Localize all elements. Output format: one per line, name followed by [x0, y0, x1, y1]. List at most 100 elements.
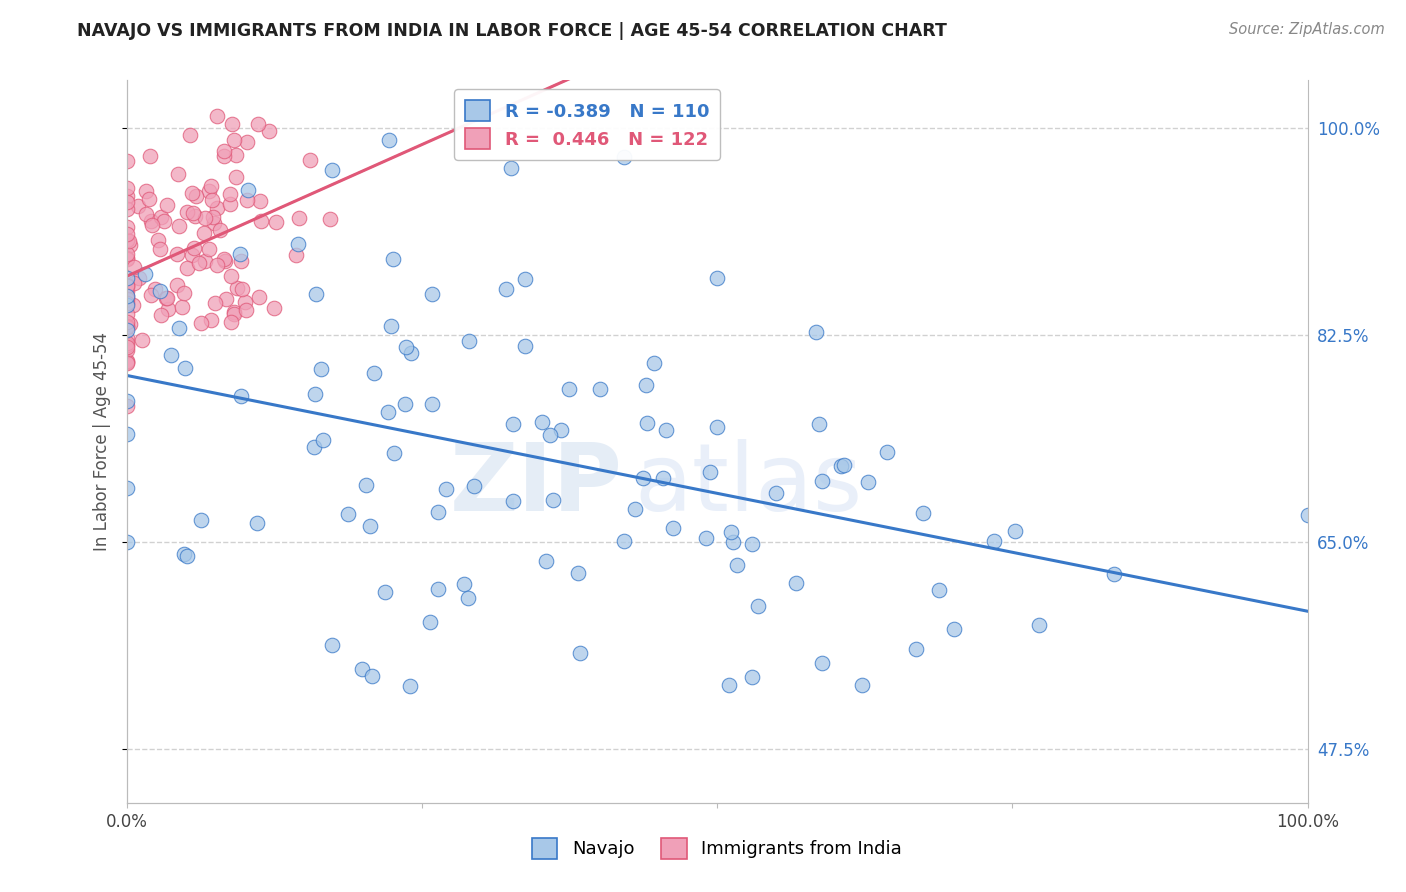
Point [727, 558, 749, 572]
Point [156, 198, 179, 212]
Point [876, 444, 898, 458]
Point [198, 242, 221, 256]
Point [558, 382, 581, 396]
Point [807, 417, 830, 431]
Point [214, 252, 236, 267]
Point [543, 493, 565, 508]
Point [115, 271, 138, 285]
Point [183, 241, 205, 255]
Point [115, 400, 138, 414]
Point [225, 170, 247, 185]
Point [229, 389, 252, 403]
Point [184, 209, 207, 223]
Point [363, 366, 385, 380]
Point [115, 202, 138, 216]
Point [1004, 524, 1026, 538]
Point [247, 290, 270, 304]
Point [127, 199, 149, 213]
Point [264, 215, 287, 229]
Point [122, 276, 145, 290]
Point [115, 278, 138, 293]
Point [115, 354, 138, 368]
Point [513, 272, 536, 286]
Point [118, 234, 141, 248]
Point [115, 281, 138, 295]
Point [453, 576, 475, 591]
Point [205, 258, 228, 272]
Point [200, 312, 222, 326]
Point [662, 521, 685, 535]
Point [457, 591, 479, 605]
Point [157, 302, 180, 317]
Point [718, 678, 741, 692]
Point [197, 184, 219, 198]
Point [350, 661, 373, 675]
Point [321, 162, 343, 177]
Point [190, 316, 212, 330]
Point [285, 248, 308, 262]
Point [321, 638, 343, 652]
Point [319, 212, 342, 227]
Point [138, 192, 160, 206]
Point [613, 533, 636, 548]
Point [420, 397, 443, 411]
Point [354, 478, 377, 492]
Point [457, 334, 479, 348]
Point [219, 197, 242, 211]
Point [115, 295, 138, 310]
Point [115, 335, 138, 350]
Point [190, 512, 212, 526]
Point [141, 218, 163, 232]
Point [905, 641, 928, 656]
Point [200, 179, 222, 194]
Point [166, 277, 188, 292]
Point [141, 288, 163, 302]
Point [150, 308, 173, 322]
Point [153, 214, 176, 228]
Point [115, 320, 138, 334]
Point [422, 286, 444, 301]
Point [115, 318, 138, 333]
Point [810, 656, 832, 670]
Point [115, 315, 138, 329]
Point [399, 679, 422, 693]
Point [495, 282, 517, 296]
Point [115, 233, 138, 247]
Point [207, 201, 229, 215]
Point [765, 485, 787, 500]
Point [943, 622, 966, 636]
Point [1296, 508, 1319, 523]
Point [380, 319, 402, 334]
Point [513, 339, 536, 353]
Point [225, 148, 247, 162]
Point [418, 615, 440, 629]
Point [115, 279, 138, 293]
Point [181, 206, 204, 220]
Point [135, 207, 157, 221]
Point [115, 284, 138, 298]
Text: ZIP: ZIP [450, 439, 623, 531]
Point [115, 356, 138, 370]
Point [624, 501, 647, 516]
Point [374, 585, 396, 599]
Point [115, 354, 138, 368]
Point [115, 252, 138, 267]
Point [235, 135, 257, 149]
Text: Source: ZipAtlas.com: Source: ZipAtlas.com [1229, 22, 1385, 37]
Point [249, 213, 271, 227]
Point [299, 153, 322, 168]
Point [115, 154, 138, 169]
Point [225, 281, 247, 295]
Point [928, 583, 950, 598]
Point [115, 322, 138, 336]
Point [426, 505, 449, 519]
Point [651, 471, 673, 485]
Point [115, 534, 138, 549]
Point [204, 295, 226, 310]
Point [128, 271, 150, 285]
Point [229, 247, 252, 261]
Point [304, 286, 326, 301]
Point [176, 260, 198, 275]
Point [215, 292, 238, 306]
Point [194, 211, 217, 225]
